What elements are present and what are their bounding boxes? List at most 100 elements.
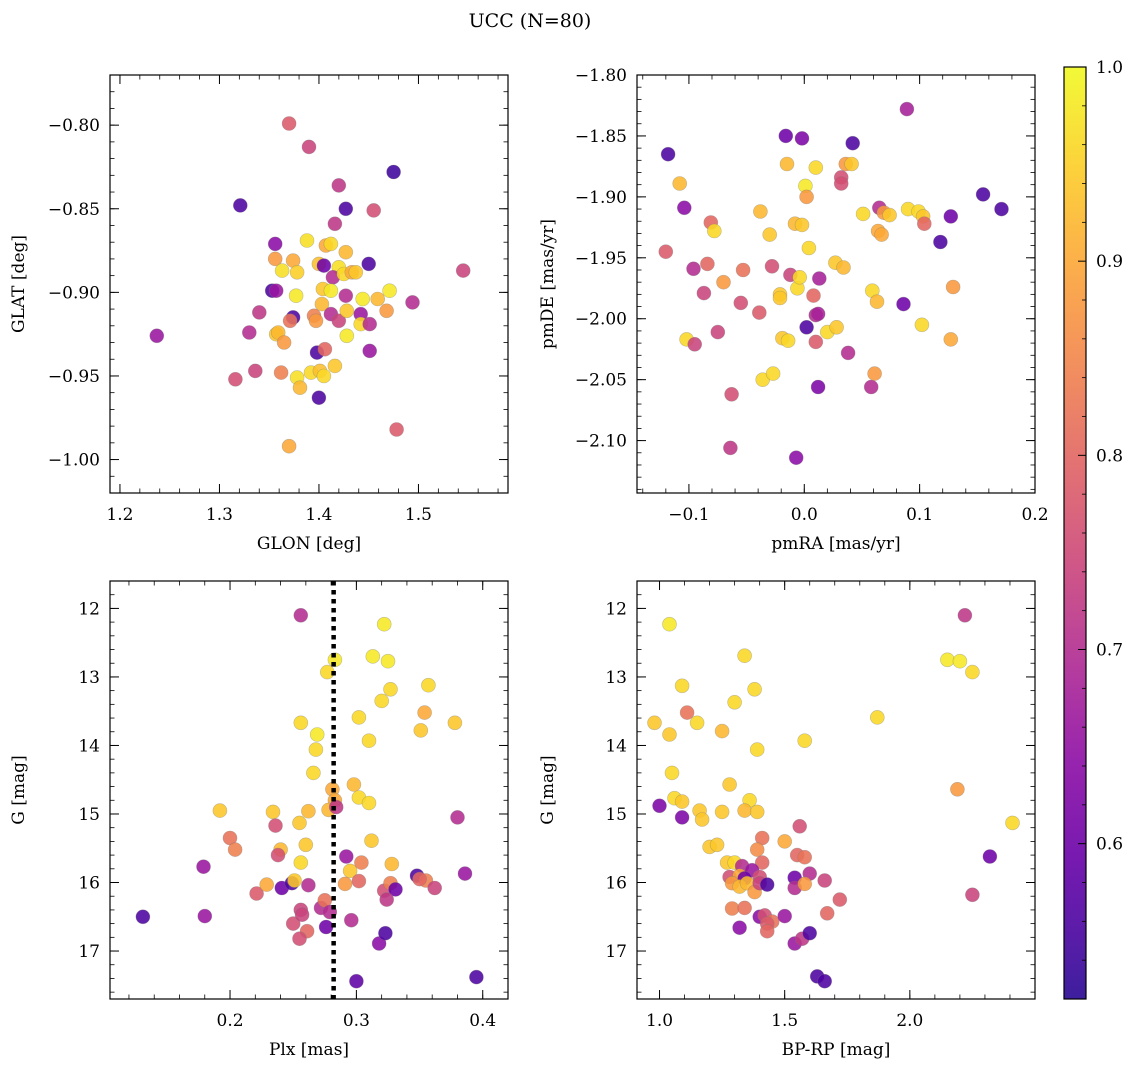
y-tick-label: 14 bbox=[605, 736, 627, 756]
data-point bbox=[754, 855, 770, 870]
data-point bbox=[405, 295, 420, 310]
data-point bbox=[647, 715, 662, 731]
data-point bbox=[762, 227, 778, 242]
data-point bbox=[723, 440, 738, 456]
data-point bbox=[294, 907, 310, 923]
data-point bbox=[801, 240, 817, 256]
data-point bbox=[361, 795, 377, 811]
x-axis-label: GLON [deg] bbox=[257, 534, 361, 554]
x-axis-label: pmRA [mas/yr] bbox=[771, 534, 900, 554]
data-point bbox=[248, 363, 263, 379]
data-point bbox=[679, 705, 695, 720]
points-4 bbox=[647, 607, 1020, 989]
y-tick-label: 14 bbox=[78, 736, 100, 756]
data-point bbox=[674, 794, 690, 809]
y-tick-label: −1.95 bbox=[575, 249, 627, 269]
y-tick-label: −2.10 bbox=[575, 432, 627, 452]
data-point bbox=[268, 818, 283, 833]
data-point bbox=[778, 128, 794, 144]
data-point bbox=[694, 812, 710, 827]
x-tick-label: 1.3 bbox=[206, 505, 233, 525]
data-point bbox=[792, 269, 808, 285]
x-tick-label: 1.5 bbox=[771, 1011, 798, 1031]
data-point bbox=[450, 810, 465, 825]
data-point bbox=[342, 863, 358, 879]
data-point bbox=[311, 390, 327, 406]
data-point bbox=[298, 837, 314, 853]
data-point bbox=[351, 710, 367, 725]
data-point bbox=[267, 236, 283, 252]
x-tick-label: 1.0 bbox=[646, 1011, 673, 1031]
data-point bbox=[378, 925, 393, 941]
data-point bbox=[301, 877, 316, 893]
x-tick-label: −0.1 bbox=[668, 505, 709, 525]
data-point bbox=[753, 204, 768, 219]
data-point bbox=[772, 290, 788, 306]
data-point bbox=[749, 842, 765, 857]
data-point bbox=[288, 288, 304, 304]
data-point bbox=[412, 871, 427, 887]
data-point bbox=[724, 386, 739, 402]
data-point bbox=[197, 908, 213, 924]
data-point bbox=[318, 919, 334, 935]
data-point bbox=[455, 263, 471, 278]
data-point bbox=[751, 305, 767, 320]
data-point bbox=[383, 681, 398, 697]
y-axis-label: G [mag] bbox=[538, 755, 558, 824]
data-point bbox=[370, 291, 386, 307]
data-point bbox=[389, 422, 404, 437]
data-point bbox=[724, 901, 740, 916]
data-point bbox=[982, 849, 998, 864]
data-point bbox=[749, 804, 765, 820]
data-point bbox=[777, 834, 793, 849]
data-point bbox=[309, 727, 325, 742]
data-point bbox=[316, 258, 332, 273]
y-tick-label: −0.85 bbox=[48, 200, 100, 220]
data-point bbox=[273, 365, 289, 380]
data-point bbox=[797, 876, 813, 892]
figure-title: UCC (N=80) bbox=[469, 10, 592, 32]
data-point bbox=[268, 283, 284, 299]
y-tick-label: −1.00 bbox=[48, 451, 100, 471]
data-point bbox=[674, 678, 690, 694]
ticks-1: 1.2 1.3 1.4 1.5 −1.00 −0.95 −0.90 −0.85 −0.80 bbox=[48, 74, 508, 525]
data-point bbox=[899, 101, 915, 117]
y-tick-label: −2.00 bbox=[575, 310, 627, 330]
x-tick-label: 1.2 bbox=[106, 505, 133, 525]
points-1 bbox=[149, 116, 471, 454]
data-point bbox=[660, 146, 676, 162]
data-point bbox=[267, 251, 283, 267]
data-point bbox=[658, 244, 674, 259]
data-point bbox=[806, 288, 821, 303]
x-tick-label: 1.5 bbox=[405, 505, 432, 525]
data-point bbox=[338, 201, 354, 217]
data-point bbox=[896, 296, 911, 312]
data-point bbox=[339, 328, 355, 344]
data-point bbox=[314, 296, 330, 312]
data-point bbox=[421, 677, 436, 693]
panel-4: 1.0 1.5 2.0 12 13 14 15 16 17 BP-RP [mag] G [mag] bbox=[538, 580, 1036, 1060]
data-point bbox=[689, 715, 705, 731]
data-point bbox=[945, 279, 961, 295]
data-point bbox=[975, 187, 991, 202]
data-point bbox=[338, 244, 354, 260]
y-tick-label: 17 bbox=[78, 942, 100, 962]
axes-frame bbox=[636, 580, 1036, 1000]
data-point bbox=[227, 842, 243, 857]
data-point bbox=[716, 274, 731, 290]
data-point bbox=[196, 859, 211, 875]
data-point bbox=[287, 873, 302, 888]
data-point bbox=[794, 131, 810, 146]
data-point bbox=[265, 804, 281, 820]
data-point bbox=[228, 371, 243, 387]
data-point bbox=[737, 648, 752, 664]
data-point bbox=[874, 227, 889, 242]
data-point bbox=[339, 303, 355, 319]
data-point bbox=[327, 358, 343, 374]
x-tick-label: 0.3 bbox=[343, 1011, 370, 1031]
data-point bbox=[764, 258, 780, 274]
ticks-2: −0.1 0.0 0.1 0.2 −2.10 −2.05 −2.00 −1.95 −1.90 −1… bbox=[575, 66, 1049, 525]
points-3 bbox=[135, 607, 484, 989]
data-point bbox=[706, 223, 722, 239]
colorbar-tick-label: 1.0 bbox=[1096, 58, 1123, 78]
